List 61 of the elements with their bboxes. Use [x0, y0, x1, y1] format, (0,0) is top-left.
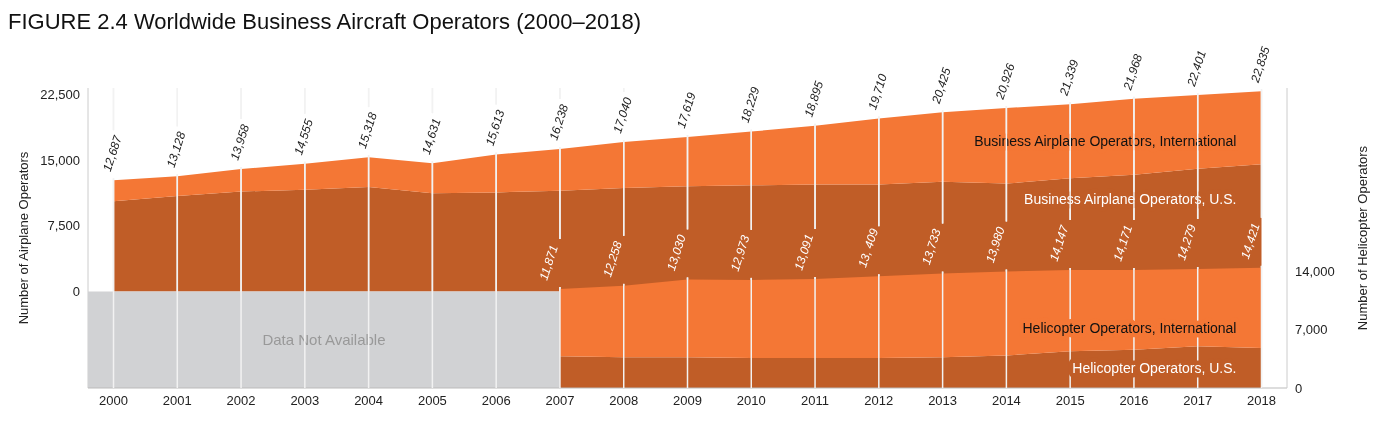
- x-tick-label: 2009: [673, 393, 702, 409]
- total-label: 14,279: [1174, 222, 1200, 262]
- total-label: 15,613: [482, 107, 508, 148]
- total-label: 12,258: [600, 239, 626, 279]
- x-tick-label: 2001: [162, 393, 192, 409]
- total-label: 22,401: [1183, 48, 1209, 89]
- x-tick-label: 2016: [1119, 393, 1149, 409]
- total-label: 17,040: [610, 95, 636, 135]
- total-label: 13,958: [227, 122, 253, 162]
- y-tick-label: 0: [72, 284, 80, 300]
- total-label: 22,835: [1247, 44, 1273, 86]
- x-tick-label: 2012: [864, 393, 894, 409]
- y-tick-label: 22,500: [40, 86, 80, 102]
- chart-title: FIGURE 2.4 Worldwide Business Aircraft Operators (2000–2018): [8, 8, 642, 36]
- x-tick-label: 2017: [1183, 393, 1213, 409]
- total-label: 18,229: [737, 84, 763, 125]
- total-label: 18,895: [801, 79, 827, 119]
- x-tick-label: 2011: [801, 393, 830, 409]
- total-label: 13,091: [791, 232, 817, 272]
- total-label: 21,968: [1120, 52, 1146, 93]
- total-label: 14,631: [418, 116, 444, 157]
- total-label: 16,238: [546, 102, 572, 142]
- y-tick-label: 7,500: [47, 218, 80, 234]
- total-label: 21,339: [1056, 57, 1082, 99]
- total-label: 13, 409: [855, 226, 882, 270]
- x-tick-label: 2014: [991, 393, 1021, 409]
- x-tick-label: 2015: [1055, 393, 1085, 409]
- total-label: 13,980: [982, 224, 1008, 265]
- x-tick-label: 2013: [928, 393, 958, 409]
- total-label: 14,147: [1046, 222, 1072, 264]
- x-tick-label: 2010: [736, 393, 766, 409]
- total-label: 20,926: [992, 61, 1018, 102]
- total-label: 17,619: [674, 90, 699, 130]
- total-label: 14,421: [1238, 221, 1263, 261]
- total-label: 19,710: [865, 72, 891, 112]
- total-label: 11,871: [536, 243, 561, 282]
- x-tick-label: 2005: [417, 393, 447, 409]
- total-label: 13,128: [163, 129, 189, 170]
- total-label: 13,030: [664, 232, 689, 273]
- x-tick-label: 2000: [99, 393, 128, 409]
- total-label: 14,171: [1110, 223, 1136, 263]
- y2-tick-label: 7,000: [1295, 322, 1328, 338]
- total-label: 13,733: [919, 226, 944, 267]
- x-tick-label: 2002: [226, 393, 256, 409]
- x-tick-label: 2006: [481, 393, 511, 409]
- total-label: 14,555: [291, 117, 317, 157]
- band-label: Data Not Available: [262, 331, 386, 349]
- y-axis-title: Number of Airplane Operators: [15, 151, 31, 325]
- y2-tick-label: 0: [1295, 380, 1303, 396]
- x-tick-label: 2004: [354, 393, 384, 409]
- x-tick-label: 2007: [545, 393, 575, 409]
- total-label: 15,318: [355, 110, 380, 151]
- y-tick-label: 15,000: [40, 152, 80, 168]
- total-label: 12,687: [100, 132, 126, 174]
- x-tick-label: 2018: [1247, 393, 1276, 409]
- y2-tick-label: 14,000: [1295, 263, 1335, 279]
- total-label: 12,973: [727, 233, 753, 273]
- total-label: 20,425: [928, 65, 954, 107]
- x-tick-label: 2003: [290, 393, 320, 409]
- x-tick-label: 2008: [609, 393, 639, 409]
- y2-axis-title: Number of Helicopter Operators: [1354, 145, 1370, 331]
